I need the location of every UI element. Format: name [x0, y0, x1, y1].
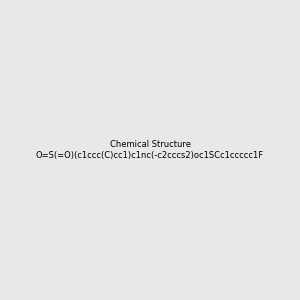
Text: Chemical Structure
O=S(=O)(c1ccc(C)cc1)c1nc(-c2cccs2)oc1SCc1ccccc1F: Chemical Structure O=S(=O)(c1ccc(C)cc1)c… [36, 140, 264, 160]
